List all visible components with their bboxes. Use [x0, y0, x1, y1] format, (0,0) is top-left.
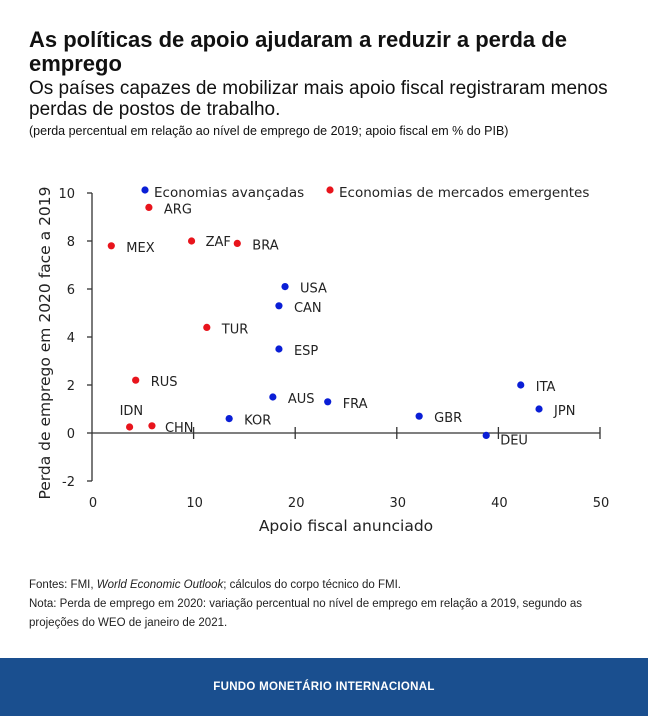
data-point-aus — [269, 393, 277, 401]
data-point-esp — [275, 345, 283, 353]
data-label-can: CAN — [294, 301, 322, 316]
data-point-can — [275, 302, 283, 310]
data-point-idn — [125, 423, 134, 431]
legend-label: Economias de mercados emergentes — [339, 185, 589, 201]
note-line: Nota: Perda de emprego em 2020: variação… — [29, 598, 582, 629]
legend-label: Economias avançadas — [154, 185, 304, 201]
y-tick-label: 0 — [67, 427, 75, 442]
y-tick-label: 10 — [58, 187, 75, 202]
data-point-chn — [148, 422, 156, 430]
scatter-chart: -2 0 2 4 6 8 10 0 10 20 30 40 50 Apoio fiscal anuncia… — [36, 185, 610, 535]
legend-marker — [326, 186, 334, 194]
notes: Fontes: FMI, World Economic Outlook; cál… — [29, 576, 629, 633]
data-point-mex — [107, 242, 115, 250]
data-point-bra — [233, 239, 241, 247]
x-tick-label: 30 — [390, 496, 407, 511]
data-label-arg: ARG — [164, 202, 192, 217]
data-label-bra: BRA — [252, 238, 278, 253]
chart-subtitle: Os países capazes de mobilizar mais apoi… — [29, 78, 608, 120]
data-label-chn: CHN — [165, 421, 194, 436]
data-label-deu: DEU — [500, 433, 528, 448]
sources-prefix: Fontes: FMI, — [29, 579, 97, 591]
y-tick-label: 4 — [67, 331, 75, 346]
data-label-aus: AUS — [288, 392, 315, 407]
y-tick-label: 6 — [67, 283, 75, 298]
sources-line: Fontes: FMI, World Economic Outlook; cál… — [29, 576, 629, 595]
data-point-fra — [324, 398, 332, 406]
data-point-tur — [203, 323, 211, 331]
data-label-idn: IDN — [120, 404, 144, 419]
data-label-fra: FRA — [343, 397, 368, 412]
data-point-kor — [225, 415, 233, 423]
legend-marker — [141, 186, 149, 194]
units-note: (perda percentual em relação ao nível de… — [29, 124, 509, 138]
data-point-deu — [482, 431, 490, 439]
data-label-ita: ITA — [536, 380, 556, 395]
data-label-mex: MEX — [126, 241, 154, 256]
data-label-rus: RUS — [151, 375, 178, 390]
data-label-jpn: JPN — [553, 404, 575, 419]
x-tick-label: 0 — [89, 496, 97, 511]
x-axis-label: Apoio fiscal anunciado — [259, 517, 433, 535]
data-label-tur: TUR — [221, 322, 249, 337]
x-tick-label: 50 — [593, 496, 610, 511]
data-point-ita — [517, 381, 525, 389]
y-tick-label: 2 — [67, 379, 75, 394]
data-point-usa — [281, 283, 289, 291]
y-axis-label: Perda de emprego em 2020 face a 2019 — [36, 186, 54, 499]
x-tick-label: 20 — [288, 496, 305, 511]
x-tick-label: 40 — [491, 496, 508, 511]
data-label-usa: USA — [300, 282, 327, 297]
chart-title: As políticas de apoio ajudaram a reduzir… — [29, 27, 567, 76]
data-label-esp: ESP — [294, 344, 318, 359]
y-tick-label: -2 — [62, 475, 75, 490]
data-label-kor: KOR — [244, 414, 271, 429]
data-point-zaf — [187, 237, 196, 245]
sources-suffix: ; cálculos do corpo técnico do FMI. — [223, 579, 401, 591]
footer-banner: FUNDO MONETÁRIO INTERNACIONAL — [0, 658, 648, 716]
data-point-gbr — [415, 412, 423, 420]
data-point-jpn — [535, 405, 543, 413]
y-tick-label: 8 — [67, 235, 75, 250]
data-label-zaf: ZAF — [206, 235, 231, 250]
sources-publication: World Economic Outlook — [96, 579, 224, 591]
data-point-rus — [132, 376, 140, 384]
x-tick-label: 10 — [186, 496, 203, 511]
data-label-gbr: GBR — [434, 411, 462, 426]
data-point-arg — [145, 203, 153, 211]
